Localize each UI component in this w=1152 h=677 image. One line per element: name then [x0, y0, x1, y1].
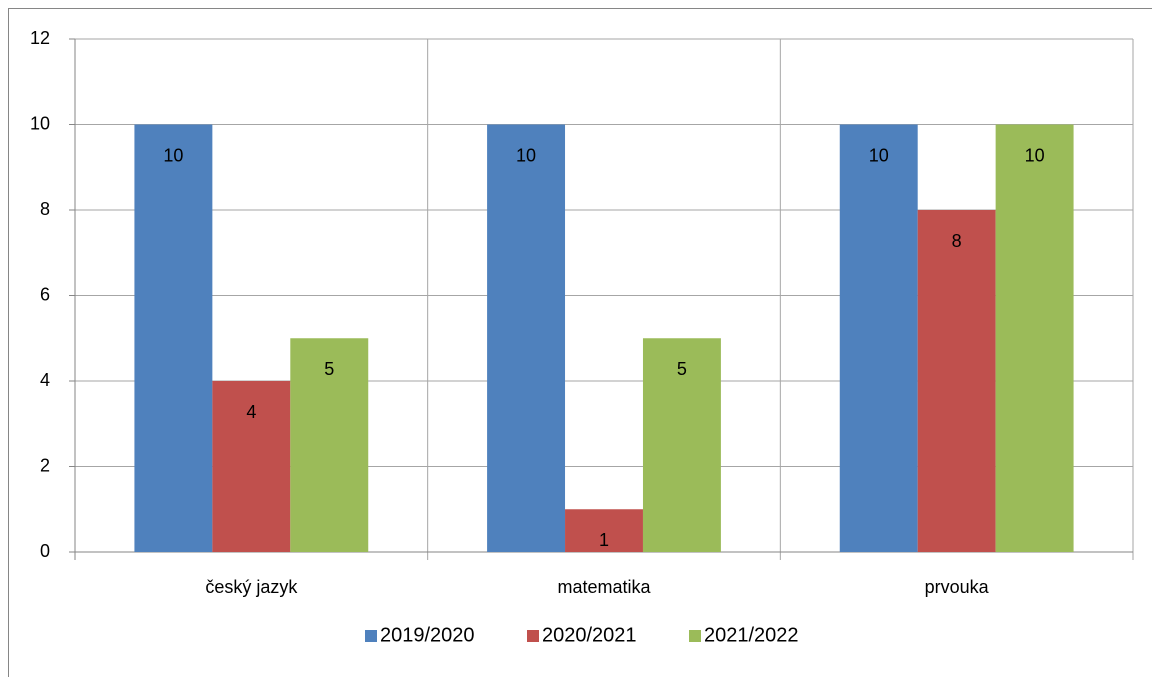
bar [487, 124, 566, 552]
y-tick-label: 2 [40, 455, 50, 475]
y-tick-label: 4 [40, 370, 50, 390]
legend-label: 2021/2022 [704, 624, 799, 646]
bar [839, 124, 918, 552]
y-tick-label: 12 [30, 28, 50, 48]
data-label: 10 [869, 145, 889, 165]
y-tick-label: 0 [40, 541, 50, 561]
y-tick-label: 6 [40, 284, 50, 304]
data-label: 10 [516, 145, 536, 165]
data-label: 5 [324, 359, 334, 379]
x-tick-label: prvouka [925, 577, 990, 597]
legend-label: 2019/2020 [380, 624, 475, 646]
y-tick-label: 8 [40, 199, 50, 219]
x-tick-label: matematika [557, 577, 651, 597]
data-label: 10 [1025, 145, 1045, 165]
bar [290, 338, 369, 552]
data-label: 5 [677, 359, 687, 379]
data-label: 8 [952, 231, 962, 251]
legend-swatch [527, 630, 539, 642]
bar [642, 338, 721, 552]
bar [565, 509, 643, 552]
bar [134, 124, 213, 552]
legend-swatch [689, 630, 701, 642]
bar [212, 381, 291, 552]
legend-swatch [365, 630, 377, 642]
chart-border [8, 8, 1152, 677]
y-tick-label: 10 [30, 113, 50, 133]
x-tick-label: český jazyk [205, 577, 298, 597]
data-label: 4 [246, 402, 256, 422]
data-label: 10 [163, 145, 183, 165]
legend-label: 2020/2021 [542, 624, 637, 646]
bar [917, 210, 996, 552]
data-label: 1 [599, 530, 609, 550]
bar [995, 124, 1074, 552]
